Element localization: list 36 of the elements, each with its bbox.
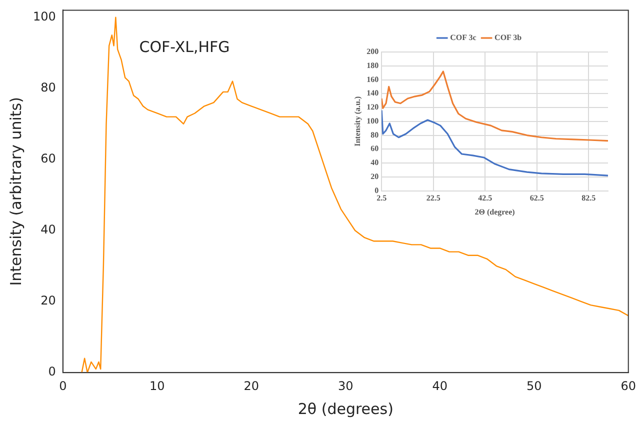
x-tick-label: 42.5 <box>478 194 492 203</box>
y-tick-label: 160 <box>366 74 379 84</box>
y-tick-label: 80 <box>370 130 379 140</box>
x-tick-label: 30 <box>338 378 354 393</box>
x-tick-label: 0 <box>59 378 67 393</box>
y-tick-label: 80 <box>40 80 56 94</box>
y-tick-label: 40 <box>40 222 56 237</box>
x-tick-label: 62.5 <box>530 194 544 203</box>
y-tick-label: 140 <box>366 88 379 98</box>
y-tick-label: 40 <box>370 158 379 168</box>
x-tick-label: 22.5 <box>426 194 440 203</box>
legend-label: COF 3b <box>494 33 522 42</box>
y-tick-label: 120 <box>366 102 379 112</box>
y-tick-label: 100 <box>366 116 379 126</box>
x-tick-label: 60 <box>620 378 636 393</box>
y-axis-title: Intensity (a.u.) <box>352 96 362 146</box>
y-tick-label: 180 <box>366 60 379 70</box>
x-tick-label: 40 <box>432 378 448 393</box>
x-tick-label: 2.5 <box>376 194 387 203</box>
x-tick-label: 10 <box>150 378 165 393</box>
x-tick-label: 82.5 <box>582 194 596 203</box>
y-tick-label: 60 <box>40 152 56 166</box>
y-tick-label: 0 <box>48 364 56 379</box>
y-tick-label: 20 <box>370 172 379 181</box>
y-axis-title: Intensity (arbitrary units) <box>6 97 25 286</box>
x-axis-title: 2Θ (degree) <box>474 207 516 216</box>
y-tick-label: 200 <box>366 47 379 56</box>
x-tick-label: 50 <box>526 378 542 393</box>
y-tick-label: 20 <box>40 294 56 308</box>
annotation: COF-XL,HFG <box>139 38 230 56</box>
y-tick-label: 60 <box>370 144 379 154</box>
x-axis-title: 2θ (degrees) <box>298 400 394 418</box>
y-tick-label: 0 <box>374 186 379 195</box>
y-tick-label: 100 <box>33 9 56 24</box>
legend-label: COF 3c <box>450 33 477 42</box>
x-tick-label: 20 <box>244 378 260 393</box>
